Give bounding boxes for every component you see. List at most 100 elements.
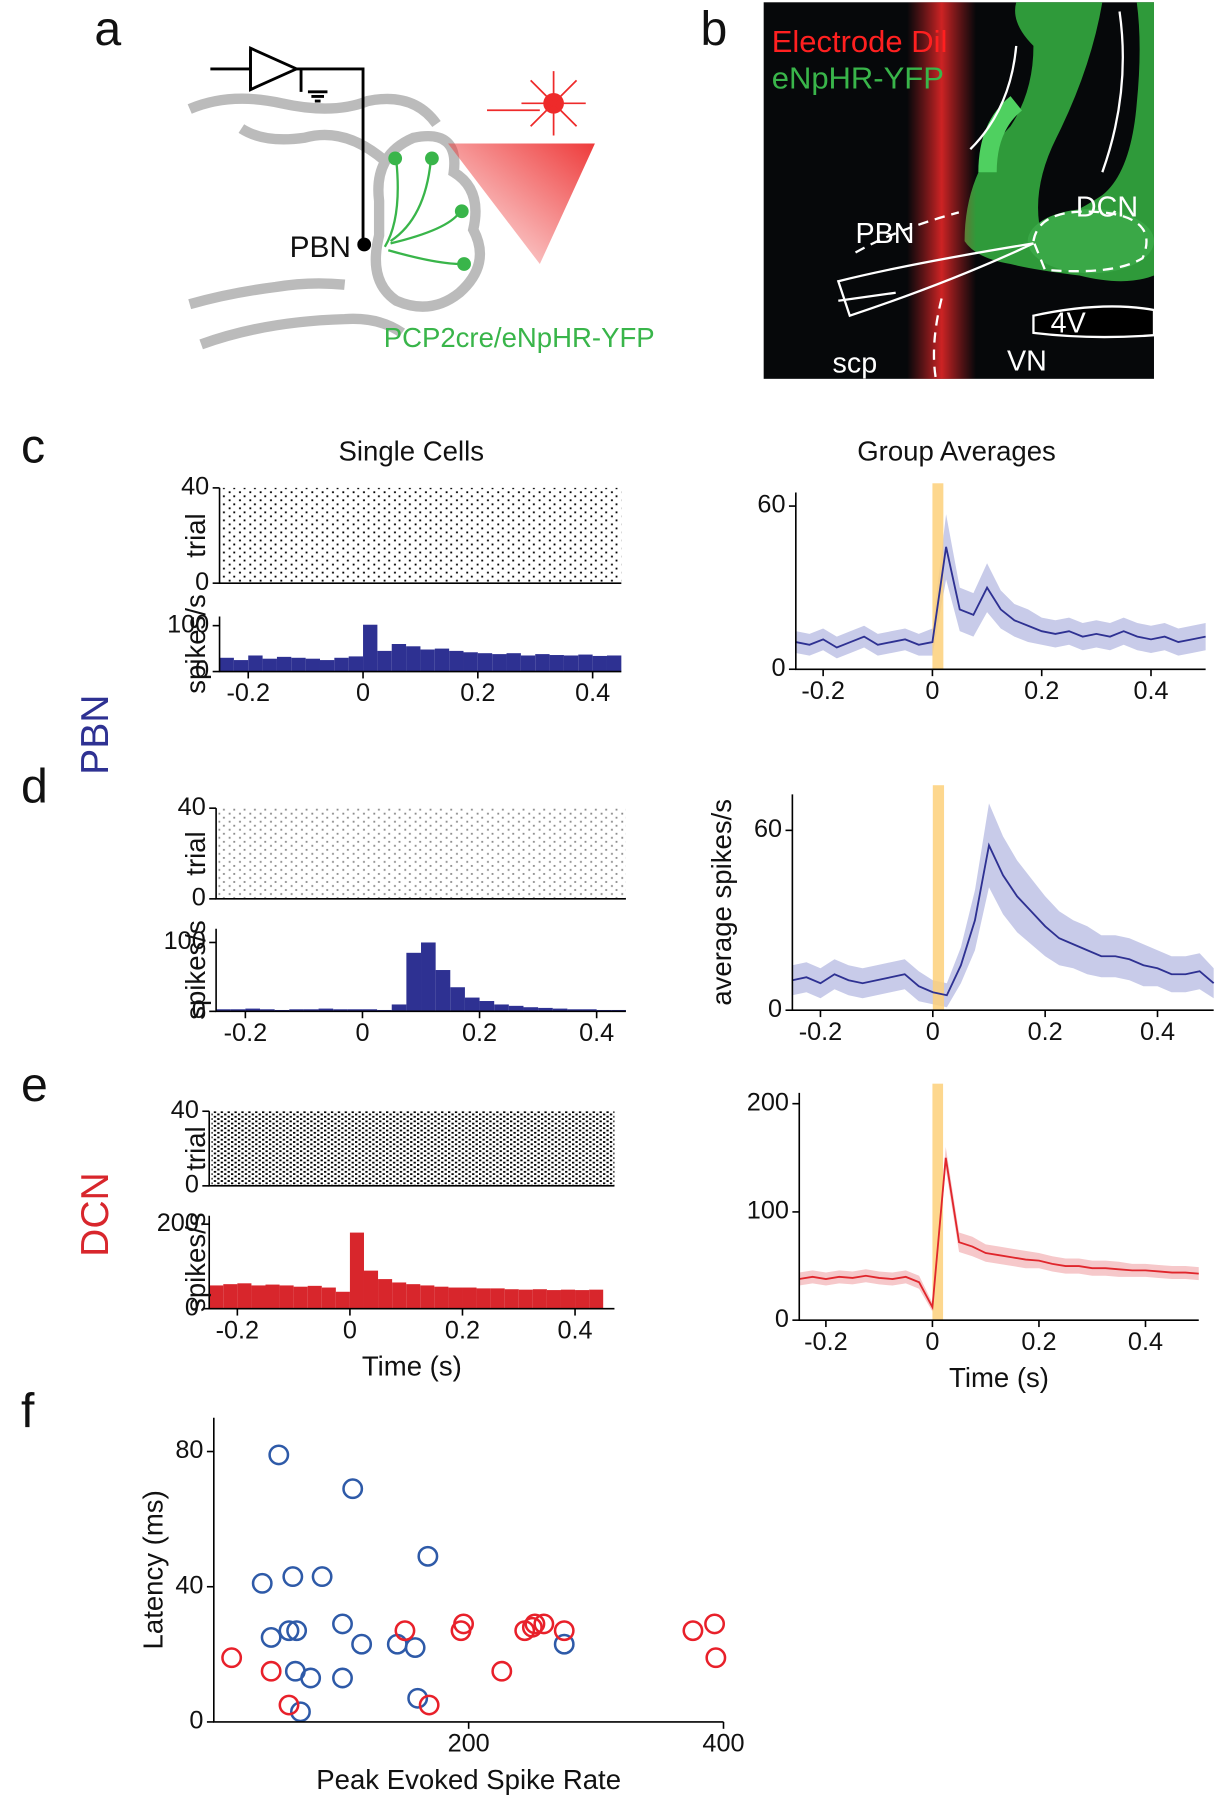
panel-label: a	[94, 2, 121, 56]
row-label: PBN	[74, 695, 117, 775]
y-tick-label: 0	[189, 1707, 203, 1735]
y-tick-label: 60	[757, 491, 785, 519]
y-axis-label: trial	[180, 831, 211, 875]
bar	[448, 1287, 463, 1309]
y-axis-label: spikes/s	[180, 1212, 211, 1312]
bar	[391, 644, 407, 672]
bar	[251, 1285, 266, 1309]
bar	[377, 650, 392, 672]
y-axis-label: average spikes/s	[706, 799, 737, 1006]
x-tick-label: -0.2	[801, 677, 845, 705]
site-label: PBN	[290, 231, 351, 264]
error-band	[792, 803, 1214, 1008]
bar	[348, 656, 364, 672]
bar	[347, 1009, 363, 1012]
bar	[492, 654, 507, 672]
bar	[248, 655, 263, 672]
panel-label: f	[21, 1384, 35, 1438]
x-tick-label: 0.2	[462, 1019, 497, 1047]
bar	[508, 1005, 524, 1012]
bar	[391, 1004, 407, 1012]
bar	[606, 655, 622, 672]
point	[282, 1566, 304, 1588]
axis	[213, 1417, 724, 1723]
region-label: scp	[833, 348, 878, 380]
construct-label: PCP2cre/eNpHR-YFP	[384, 322, 655, 353]
bar	[349, 1232, 364, 1309]
axis	[798, 1092, 1199, 1321]
bar	[546, 1290, 561, 1309]
x-tick-label: 0.2	[445, 1316, 480, 1344]
point	[251, 1572, 273, 1594]
bar	[575, 1290, 590, 1309]
point	[553, 1620, 575, 1642]
bar	[363, 1270, 379, 1309]
point	[704, 1613, 726, 1635]
x-tick-label: 0.4	[1128, 1328, 1163, 1356]
bar	[319, 660, 335, 672]
bar	[532, 1289, 547, 1309]
y-tick-label: 0	[192, 996, 206, 1024]
bar	[321, 1287, 336, 1309]
bar	[538, 1007, 553, 1012]
point	[290, 1701, 311, 1723]
bar	[216, 1009, 231, 1012]
y-tick-label: 0	[768, 995, 782, 1023]
bar	[230, 1009, 246, 1012]
bar	[463, 652, 478, 672]
x-tick-label: 400	[702, 1730, 744, 1758]
bar	[549, 655, 564, 672]
bar	[333, 1009, 348, 1012]
bar	[335, 1291, 350, 1309]
bar	[291, 657, 306, 672]
y-tick-label: 40	[175, 1571, 203, 1599]
x-tick-label: -0.2	[226, 679, 270, 707]
y-axis-label: trial	[180, 1126, 211, 1170]
bar	[378, 1279, 393, 1309]
raster	[218, 808, 626, 899]
bar	[592, 655, 607, 672]
line	[799, 1157, 1199, 1311]
bar	[392, 1282, 407, 1309]
bar	[223, 1284, 238, 1309]
bar	[318, 1008, 334, 1012]
region-label: VN	[1007, 345, 1047, 377]
point	[491, 1660, 513, 1682]
x-tick-label: -0.2	[799, 1018, 843, 1046]
panel-label: d	[21, 760, 48, 814]
panel-label: e	[21, 1058, 48, 1112]
x-axis-label: Time (s)	[362, 1351, 462, 1382]
point	[705, 1647, 727, 1669]
point	[286, 1620, 308, 1642]
line	[795, 546, 1206, 649]
bar	[265, 1284, 280, 1309]
x-tick-label: 0.2	[1021, 1328, 1056, 1356]
bar	[260, 1009, 275, 1012]
bar	[420, 1285, 435, 1309]
bar	[276, 656, 292, 672]
point	[407, 1687, 429, 1709]
y-tick-label: 40	[178, 793, 206, 821]
x-tick-label: 0.2	[1024, 677, 1059, 705]
bar	[406, 646, 421, 672]
bar	[406, 952, 422, 1012]
x-tick-label: 0	[355, 1019, 369, 1047]
point	[332, 1667, 353, 1689]
y-tick-label: 0	[195, 656, 209, 684]
point	[417, 1545, 439, 1567]
x-axis-label: Time (s)	[949, 1362, 1049, 1393]
bar	[362, 1009, 378, 1012]
point	[342, 1478, 364, 1500]
y-tick-label: 200	[747, 1088, 789, 1116]
y-tick-label: 200	[157, 1209, 199, 1237]
bar	[245, 1008, 261, 1012]
bar	[434, 648, 450, 672]
x-tick-label: -0.2	[224, 1019, 268, 1047]
bar	[434, 1286, 449, 1309]
region-label: PBN	[856, 218, 915, 250]
bar	[450, 987, 465, 1012]
x-axis-label: Peak Evoked Spike Rate	[316, 1764, 621, 1795]
y-tick-label: 0	[192, 884, 206, 912]
y-tick-label: 100	[747, 1197, 789, 1225]
bar	[209, 1285, 224, 1309]
